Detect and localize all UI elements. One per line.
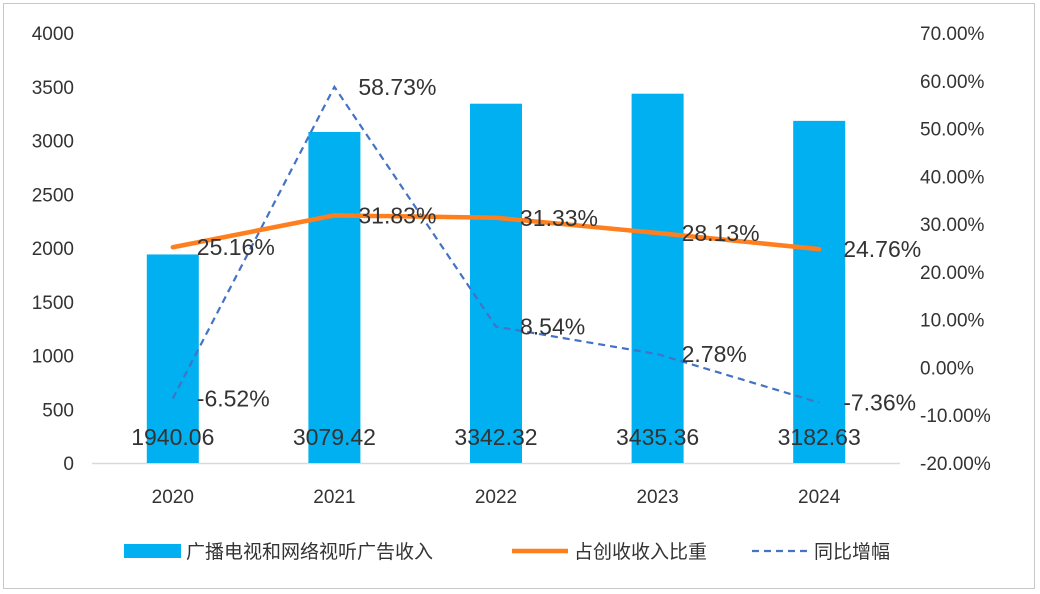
y-right-tick-label: 10.00% <box>920 311 985 332</box>
y-right-tick-label: 70.00% <box>920 24 985 45</box>
yoy-line <box>171 84 820 404</box>
x-tick-label: 2023 <box>636 487 678 508</box>
bar <box>146 254 199 463</box>
yoy-data-label: -7.36% <box>843 390 916 416</box>
legend-share-label: 占创收收入比重 <box>574 541 707 563</box>
bar-data-label: 1940.06 <box>131 424 214 450</box>
yoy-data-label: -6.52% <box>197 386 270 412</box>
share-data-label: 31.83% <box>358 202 436 228</box>
bar-data-label: 3079.42 <box>293 424 376 450</box>
y-left-tick-label: 1000 <box>32 347 74 368</box>
x-tick-label: 2021 <box>313 487 355 508</box>
legend-bar-label: 广播电视和网络视听广告收入 <box>186 541 433 563</box>
bar <box>631 93 684 464</box>
y-right-tick-label: 0.00% <box>920 358 974 379</box>
y-left-tick-label: 1500 <box>32 293 74 314</box>
x-tick-label: 2024 <box>798 487 841 508</box>
bar-data-label: 3182.63 <box>778 424 861 450</box>
y-left-tick-label: 3000 <box>32 132 74 153</box>
yoy-data-label: 58.73% <box>358 74 436 100</box>
yoy-data-label: 8.54% <box>520 314 585 340</box>
share-line <box>170 213 822 252</box>
bar-data-label: 3342.32 <box>454 424 537 450</box>
x-tick-label: 2022 <box>475 487 517 508</box>
yoy-data-label: 2.78% <box>682 341 747 367</box>
y-right-tick-label: 60.00% <box>920 72 985 93</box>
y-left-tick-label: 2500 <box>32 185 74 206</box>
y-left-tick-label: 500 <box>42 400 74 421</box>
share-data-label: 28.13% <box>682 220 760 246</box>
y-left-tick-label: 3500 <box>32 78 74 99</box>
y-right-tick-label: -10.00% <box>920 406 991 427</box>
y-right-tick-label: 30.00% <box>920 215 985 236</box>
bar <box>793 120 846 463</box>
bar-data-label: 3435.36 <box>616 424 699 450</box>
bar <box>308 131 361 464</box>
y-right-tick-label: 50.00% <box>920 120 985 141</box>
legend-bar-swatch <box>124 544 181 558</box>
bar <box>470 103 522 464</box>
y-left-tick-label: 2000 <box>32 239 74 260</box>
y-left-tick-label: 4000 <box>32 24 74 45</box>
y-right-tick-label: -20.00% <box>920 454 991 475</box>
y-left-tick-label: 0 <box>63 454 74 475</box>
y-right-tick-label: 20.00% <box>920 263 985 284</box>
legend-yoy-label: 同比增幅 <box>814 541 890 563</box>
x-tick-label: 2020 <box>152 487 194 508</box>
share-data-label: 24.76% <box>843 236 921 262</box>
y-right-tick-label: 40.00% <box>920 167 985 188</box>
share-data-label: 31.33% <box>520 205 598 231</box>
share-data-label: 25.16% <box>197 234 275 260</box>
